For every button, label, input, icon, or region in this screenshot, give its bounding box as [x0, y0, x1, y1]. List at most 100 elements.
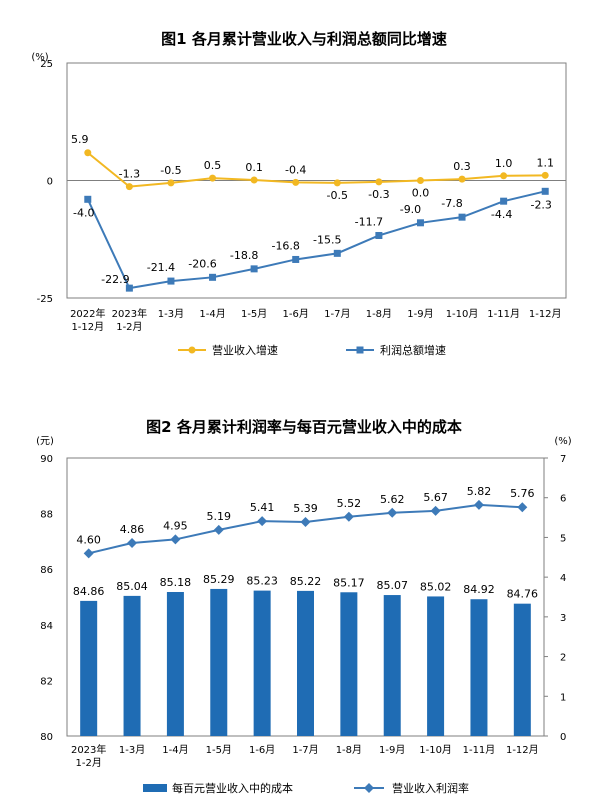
chart-2-y-left-unit: (元) — [36, 436, 54, 447]
profit-growth-label: -9.0 — [400, 203, 421, 216]
cost-bar-label: 85.29 — [203, 573, 235, 586]
profit-margin-point — [300, 516, 311, 527]
chart-1-x-tick: 1-10月 — [446, 308, 479, 320]
legend-profit-growth-label: 利润总额增速 — [380, 343, 446, 357]
cost-bar — [470, 599, 488, 736]
chart-2-x-tick: 2023年 — [71, 743, 106, 756]
revenue-growth-label: -0.4 — [285, 163, 306, 176]
revenue-growth-label: 1.0 — [495, 157, 513, 170]
profit-margin-label: 5.39 — [293, 502, 318, 515]
profit-margin-label: 5.82 — [467, 485, 492, 498]
profit-margin-label: 5.52 — [337, 497, 362, 510]
chart-2-y-right-tick: 4 — [560, 573, 566, 584]
profit-growth-point — [333, 249, 341, 257]
cost-bar — [123, 595, 141, 736]
chart-2-x-tick: 1-6月 — [249, 744, 275, 756]
revenue-growth-point — [292, 178, 300, 186]
chart-2-x-tick: 1-2月 — [76, 757, 102, 769]
chart-1-x-tick: 1-2月 — [116, 321, 142, 333]
revenue-growth-point — [250, 176, 258, 184]
revenue-growth-label: 0.5 — [204, 159, 222, 172]
revenue-growth-point — [167, 179, 175, 187]
profit-growth-label: -11.7 — [355, 215, 383, 228]
chart-1-x-tick: 1-12月 — [529, 308, 562, 320]
profit-growth-line — [86, 190, 546, 290]
profit-growth-label: -16.8 — [271, 239, 299, 252]
chart-1-x-tick: 2023年 — [112, 307, 147, 320]
profit-growth-point — [167, 277, 175, 285]
profit-margin-point — [517, 502, 528, 513]
profit-growth-point — [250, 265, 258, 273]
profit-margin-label: 5.41 — [250, 501, 275, 514]
chart-1-x-tick: 1-9月 — [407, 308, 433, 320]
profit-margin-point — [343, 511, 354, 522]
profit-growth-label: -2.3 — [530, 198, 551, 211]
chart-1-y-tick: 0 — [47, 177, 53, 188]
chart-1-x-tick: 1-7月 — [324, 308, 350, 320]
cost-bar-label: 85.17 — [333, 576, 365, 589]
cost-bar — [427, 596, 445, 736]
profit-growth-point — [458, 213, 466, 221]
chart-2-y-left-tick: 90 — [40, 454, 53, 465]
profit-margin-point — [430, 505, 441, 516]
profit-growth-label: -21.4 — [147, 261, 175, 274]
profit-margin-point — [83, 548, 94, 559]
chart-1-y-tick: 25 — [40, 59, 53, 70]
profit-margin-label: 5.67 — [423, 491, 448, 504]
cost-bar — [297, 590, 314, 736]
profit-margin-point — [257, 516, 268, 527]
revenue-growth-point — [375, 178, 383, 186]
chart-2-y-right-tick: 5 — [560, 533, 566, 544]
cost-bar — [383, 595, 401, 736]
revenue-growth-point — [125, 183, 133, 191]
chart-2-y-left-tick: 84 — [40, 621, 53, 632]
cost-bar — [210, 588, 228, 736]
chart-2-y-left-tick: 88 — [40, 510, 53, 521]
legend-revenue-growth-marker — [188, 346, 196, 354]
profit-growth-point — [375, 231, 383, 239]
cost-bar-label: 84.76 — [507, 588, 539, 601]
chart-2-x-tick: 1-11月 — [463, 744, 496, 756]
cost-bar — [166, 591, 184, 736]
profit-growth-point — [292, 255, 300, 263]
profit-growth-point — [84, 195, 92, 203]
chart-2: 图2 各月累计利润率与每百元营业收入中的成本 (元) (%) 80 82 84 86 88 90… — [36, 418, 572, 795]
revenue-growth-label: 0.3 — [453, 160, 471, 173]
legend-cost-bar-label: 每百元营业收入中的成本 — [172, 781, 293, 795]
revenue-growth-point — [500, 172, 508, 180]
cost-bar-label: 85.22 — [290, 575, 322, 588]
chart-2-y-right-tick: 7 — [560, 454, 566, 465]
cost-bar — [340, 592, 358, 736]
chart-2-x-tick: 1-7月 — [292, 744, 318, 756]
profit-growth-label: -7.8 — [441, 197, 462, 210]
cost-bar-label: 85.07 — [376, 579, 408, 592]
revenue-growth-label: 5.9 — [71, 133, 89, 146]
revenue-growth-point — [458, 175, 466, 183]
chart-2-x-tick: 1-9月 — [379, 744, 405, 756]
profit-margin-label: 5.62 — [380, 493, 405, 506]
chart-1-x-tick: 1-8月 — [366, 308, 392, 320]
chart-2-y-left-tick: 86 — [40, 565, 53, 576]
chart-2-x-tick: 1-5月 — [206, 744, 232, 756]
revenue-growth-label: -0.5 — [160, 164, 181, 177]
chart-2-y-right-tick: 6 — [560, 494, 566, 505]
chart-2-y-left-tick: 82 — [40, 676, 53, 687]
chart-1: 图1 各月累计营业收入与利润总额同比增速(%)250-252022年1-12月2… — [31, 30, 567, 357]
chart-2-x-tick: 1-12月 — [506, 744, 539, 756]
cost-bar-label: 85.02 — [420, 580, 452, 593]
profit-margin-label: 4.95 — [163, 519, 188, 532]
chart-1-x-tick: 1-11月 — [487, 308, 520, 320]
profit-growth-label: -20.6 — [188, 257, 216, 270]
revenue-growth-label: -0.5 — [327, 189, 348, 202]
cost-bar-label: 84.86 — [73, 585, 105, 598]
revenue-growth-line — [87, 151, 546, 188]
chart-1-y-tick: -25 — [37, 294, 53, 305]
chart-1-x-tick: 1-4月 — [199, 308, 225, 320]
profit-margin-label: 5.19 — [207, 510, 232, 523]
cost-bar-label: 85.23 — [246, 575, 278, 588]
profit-growth-label: -15.5 — [313, 233, 341, 246]
cost-bar — [80, 600, 98, 736]
cost-bar-label: 85.04 — [116, 580, 148, 593]
revenue-growth-point — [333, 179, 341, 187]
profit-growth-point — [541, 187, 549, 195]
